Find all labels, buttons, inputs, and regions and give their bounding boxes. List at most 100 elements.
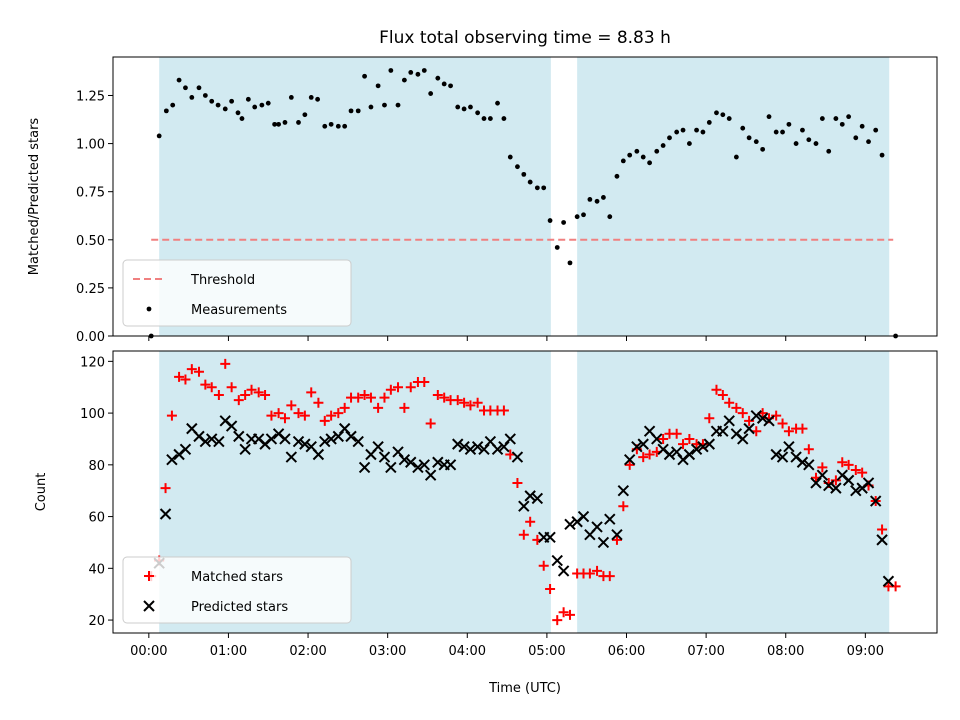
data-point	[252, 104, 258, 110]
data-point	[518, 500, 530, 512]
data-point	[265, 100, 271, 106]
data-point	[273, 408, 284, 419]
data-point	[890, 581, 901, 592]
data-point	[276, 121, 281, 127]
y-tick-label: 20	[88, 614, 105, 629]
data-point	[797, 423, 808, 434]
data-point	[166, 453, 178, 466]
data-point	[432, 456, 444, 468]
data-point	[235, 110, 241, 116]
data-point	[763, 415, 775, 427]
data-point	[159, 508, 172, 520]
y-tick-label: 1.25	[76, 89, 105, 104]
data-point	[638, 452, 649, 463]
data-point	[564, 518, 576, 531]
data-point	[783, 441, 795, 453]
data-point	[740, 125, 746, 131]
data-point	[288, 95, 294, 100]
data-point	[796, 456, 809, 468]
data-point	[373, 402, 384, 413]
data-point	[724, 397, 735, 408]
data-point	[435, 75, 441, 81]
data-point	[538, 560, 549, 571]
data-point	[465, 400, 476, 411]
data-point	[415, 71, 421, 77]
data-point	[604, 571, 615, 582]
data-point	[296, 120, 301, 125]
data-point	[156, 133, 162, 139]
data-point	[706, 120, 712, 125]
data-point	[299, 410, 310, 421]
data-point	[225, 420, 238, 432]
data-point	[362, 73, 367, 79]
data-point	[760, 146, 766, 152]
data-point	[720, 112, 726, 118]
data-point	[525, 516, 536, 527]
data-point	[166, 410, 177, 421]
data-point	[678, 439, 689, 450]
data-point	[421, 68, 427, 73]
data-point	[527, 179, 533, 185]
data-point	[714, 110, 719, 116]
data-point	[618, 501, 629, 512]
data-point	[687, 141, 692, 146]
data-point	[640, 154, 646, 160]
data-point	[498, 405, 509, 416]
data-point	[518, 529, 529, 540]
data-point	[813, 141, 819, 146]
data-point	[213, 435, 225, 448]
data-point	[186, 364, 197, 375]
data-point	[365, 392, 376, 403]
data-point	[202, 93, 208, 98]
data-point	[823, 479, 835, 492]
data-point	[428, 91, 434, 96]
ratio-panel: 0.00 0.25 0.50 0.75 1.00 1.25 Matched/Predicte…	[27, 56, 938, 345]
data-point	[507, 154, 513, 160]
data-point	[322, 123, 328, 129]
x-tick-label: 04:00	[449, 644, 486, 659]
data-point	[703, 438, 716, 450]
data-point	[501, 116, 507, 121]
x-tick-label: 06:00	[608, 644, 645, 659]
data-point	[398, 453, 411, 466]
data-point	[385, 384, 396, 395]
data-point	[233, 430, 245, 443]
data-point	[663, 448, 676, 461]
data-point	[717, 389, 728, 400]
data-point	[551, 554, 563, 567]
data-point	[378, 451, 391, 463]
data-point	[770, 448, 782, 461]
data-point	[424, 469, 437, 481]
data-point	[464, 443, 477, 456]
data-point	[286, 400, 297, 411]
data-point	[674, 129, 680, 135]
data-point	[604, 513, 616, 525]
data-point	[620, 158, 626, 164]
data-point	[471, 441, 484, 453]
data-point	[355, 108, 361, 114]
data-point	[335, 123, 341, 129]
legend-measurement-swatch	[146, 306, 152, 312]
data-point	[452, 438, 464, 450]
data-point	[495, 100, 500, 106]
data-point	[558, 607, 569, 618]
data-point	[379, 392, 390, 403]
data-point	[432, 389, 443, 400]
y-tick-label: 0.50	[76, 234, 105, 249]
data-point	[312, 448, 325, 461]
data-point	[859, 123, 865, 129]
data-point	[512, 477, 523, 488]
data-point	[733, 154, 739, 160]
data-point	[222, 106, 228, 112]
data-point	[521, 171, 527, 177]
axes-frame	[112, 56, 938, 337]
data-point	[879, 152, 885, 158]
data-point	[393, 382, 404, 393]
legend-box	[122, 259, 352, 327]
data-point	[515, 164, 520, 170]
data-point	[833, 116, 839, 121]
data-point	[233, 395, 244, 406]
data-point	[313, 397, 324, 408]
data-point	[342, 123, 348, 129]
data-point	[279, 413, 290, 424]
